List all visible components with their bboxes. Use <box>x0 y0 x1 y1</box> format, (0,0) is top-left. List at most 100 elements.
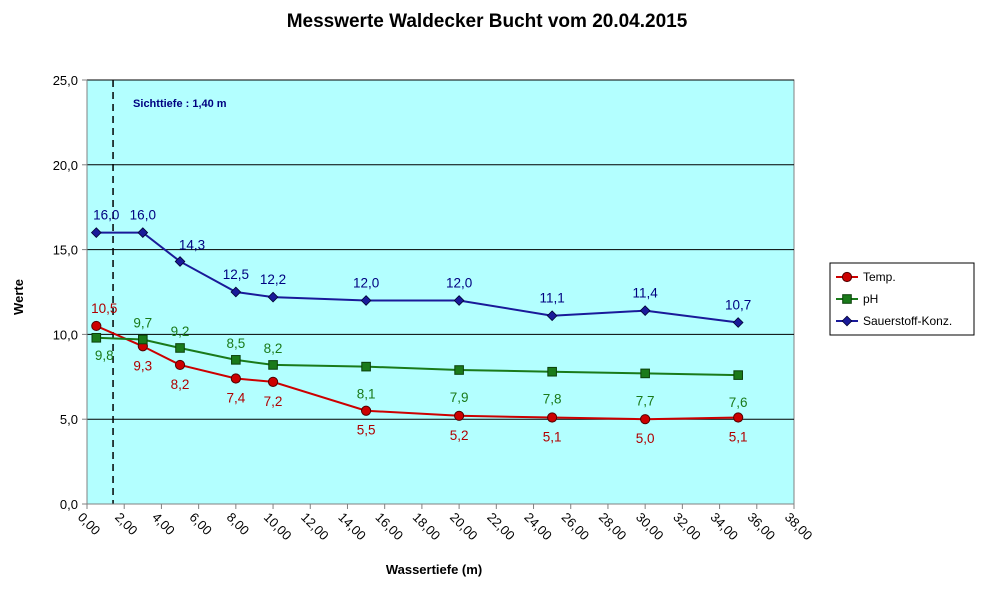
y-axis-title: Werte <box>11 279 26 315</box>
data-label: 16,0 <box>93 208 119 223</box>
x-tick-label: 4,00 <box>149 510 178 539</box>
x-tick-label: 36,00 <box>745 510 779 544</box>
x-tick-label: 26,00 <box>559 510 593 544</box>
temp-marker <box>547 412 558 423</box>
x-tick-label: 22,00 <box>484 510 518 544</box>
data-label: 12,5 <box>223 267 249 282</box>
x-tick-label: 8,00 <box>224 510 253 539</box>
x-tick-label: 38,00 <box>782 510 816 544</box>
data-label: 12,2 <box>260 272 286 287</box>
series-line-ph <box>96 336 739 377</box>
data-label: 12,0 <box>353 275 379 290</box>
x-tick-label: 14,00 <box>335 510 369 544</box>
data-label: 11,4 <box>633 286 659 301</box>
legend-box <box>829 262 975 336</box>
data-label: 5,1 <box>543 430 562 445</box>
x-axis-title: Wassertiefe (m) <box>386 562 482 577</box>
ph-marker <box>733 370 743 380</box>
oxygen-marker <box>453 295 465 306</box>
temp-marker <box>267 376 279 387</box>
temp-marker <box>841 271 853 283</box>
data-label: 7,7 <box>636 393 655 408</box>
y-tick-label: 10,0 <box>53 327 78 342</box>
data-label: 8,1 <box>357 387 376 402</box>
data-label: 9,7 <box>133 315 152 330</box>
x-tick-label: 34,00 <box>707 510 741 544</box>
ph-marker <box>547 366 557 377</box>
data-label: 5,1 <box>729 430 748 445</box>
data-label: 7,6 <box>729 395 748 410</box>
legend-label: Temp. <box>863 270 896 284</box>
x-tick-label: 16,00 <box>373 510 407 544</box>
data-label: 7,8 <box>543 392 562 407</box>
data-label: 14,3 <box>179 237 205 252</box>
x-tick-label: 0,00 <box>75 510 104 539</box>
y-tick-label: 5,0 <box>60 412 78 427</box>
ph-marker <box>175 343 185 353</box>
x-tick-label: 12,00 <box>298 510 332 544</box>
legend-label: Sauerstoff-Konz. <box>863 314 952 328</box>
oxygen-marker <box>546 310 558 322</box>
data-labels: 10,5 9,3 8,2 7,4 7,2 5,5 5,2 5,1 5,0 5,1 9,8 9,7 9,2… <box>91 208 751 447</box>
temp-marker <box>360 405 372 416</box>
oxygen-marker <box>267 291 279 303</box>
x-tick-label: 32,00 <box>670 510 704 544</box>
y-tick-label: 15,0 <box>53 243 78 258</box>
ph-marker <box>842 294 852 304</box>
legend: Temp. pH Sauerstoff-Konz. <box>829 262 975 336</box>
data-label: 5,2 <box>450 428 469 443</box>
chart-title: Messwerte Waldecker Bucht vom 20.04.2015 <box>287 11 688 32</box>
oxygen-marker <box>360 295 372 306</box>
legend-label: pH <box>863 292 878 306</box>
y-tick-label: 0,0 <box>60 497 78 512</box>
x-tick-label: 28,00 <box>596 510 630 544</box>
temp-marker <box>230 373 241 384</box>
annotation-layer: Sichttiefe : 1,40 m <box>112 80 227 504</box>
data-label: 8,2 <box>264 341 283 356</box>
data-label: 16,0 <box>130 208 156 223</box>
x-tick-label: 10,00 <box>261 510 295 544</box>
oxygen-marker <box>639 305 651 317</box>
x-tick-label: 30,00 <box>633 510 667 544</box>
ph-marker <box>454 365 464 375</box>
data-label: 7,9 <box>450 390 469 405</box>
data-label: 10,5 <box>91 301 117 316</box>
x-tick-label: 6,00 <box>187 510 216 539</box>
data-label: 8,5 <box>226 336 245 351</box>
data-label: 9,2 <box>171 324 190 339</box>
oxygen-marker <box>90 227 102 239</box>
oxygen-marker <box>174 256 186 267</box>
y-tick-label: 25,0 <box>53 73 78 88</box>
data-label: 9,8 <box>95 348 114 363</box>
series-line-sauerstoff-konz <box>96 231 739 324</box>
x-tick-label: 2,00 <box>112 510 141 539</box>
temp-marker <box>733 412 744 423</box>
series-line-temp <box>95 325 739 421</box>
ph-marker <box>91 332 102 343</box>
ph-marker <box>268 360 278 370</box>
data-label: 10,7 <box>725 298 751 313</box>
data-label: 12,0 <box>446 275 472 290</box>
oxygen-marker <box>732 317 744 328</box>
plot-area <box>86 79 795 505</box>
temp-marker <box>454 410 465 421</box>
data-label: 7,2 <box>264 394 283 409</box>
data-label: 8,2 <box>171 377 190 392</box>
data-label: 11,1 <box>539 291 564 306</box>
y-tick-label: 20,0 <box>53 158 78 173</box>
ph-marker <box>361 361 371 372</box>
data-label: 5,0 <box>636 431 655 446</box>
x-tick-label: 18,00 <box>410 510 444 544</box>
oxygen-marker <box>230 286 242 298</box>
temp-marker <box>91 320 102 332</box>
oxygen-marker <box>137 227 149 239</box>
oxygen-marker <box>841 315 853 327</box>
ph-marker <box>138 334 148 345</box>
temp-marker <box>174 359 186 371</box>
series-layer <box>90 227 744 425</box>
data-label: 9,3 <box>133 358 152 373</box>
x-tick-label: 20,00 <box>447 510 481 544</box>
temp-marker <box>640 414 651 425</box>
